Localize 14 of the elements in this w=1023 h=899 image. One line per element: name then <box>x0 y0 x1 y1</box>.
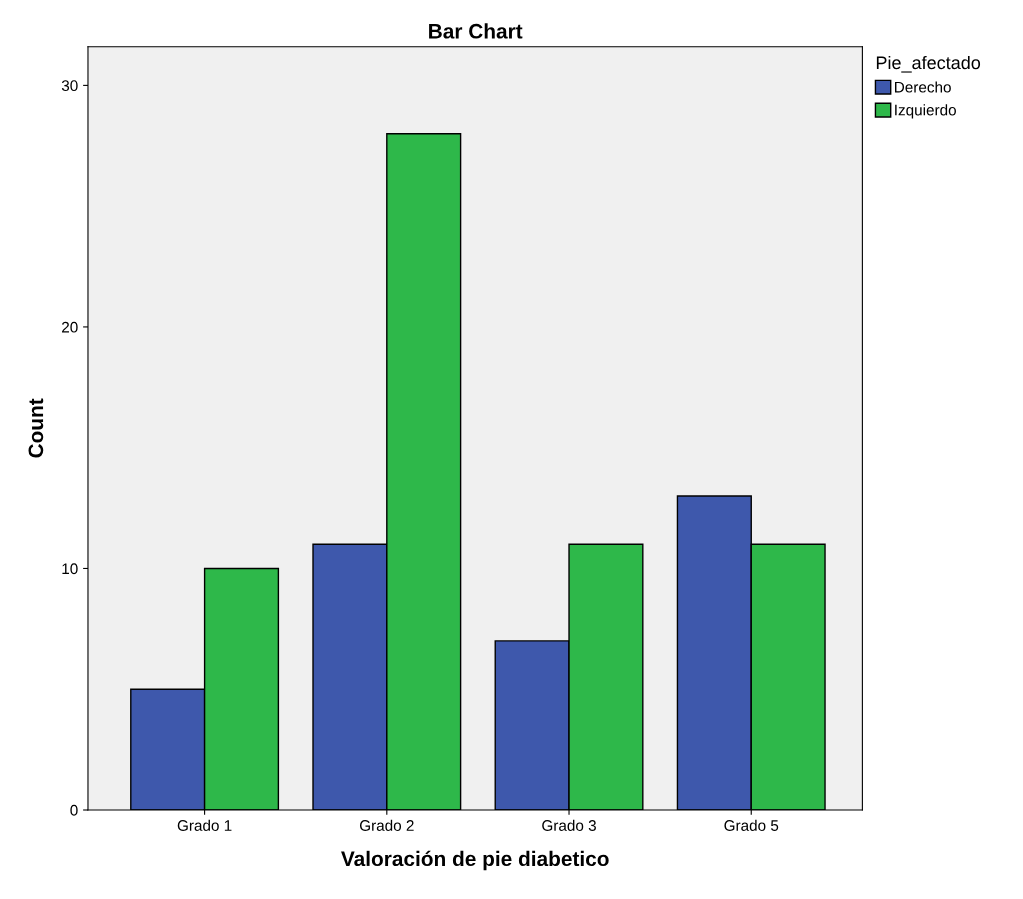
y-tick-label: 10 <box>62 563 78 575</box>
x-tick-label: Grado 2 <box>359 819 414 831</box>
x-tick-label: Grado 1 <box>177 819 232 831</box>
y-tick-label: 0 <box>70 804 78 816</box>
legend-label: Izquierdo <box>895 104 956 119</box>
x-tick-label: Grado 5 <box>724 819 779 831</box>
legend-label: Derecho <box>895 81 951 93</box>
y-tick-label: 30 <box>61 80 78 92</box>
legend-title: Pie_afectado <box>876 55 981 73</box>
chart-title: Bar Chart <box>429 23 523 39</box>
x-tick-label: Grado 3 <box>542 819 596 831</box>
x-axis-title: Valoración de pie diabetico <box>341 850 609 871</box>
y-tick-label: 20 <box>62 321 78 333</box>
y-axis-title: Count <box>28 398 44 458</box>
